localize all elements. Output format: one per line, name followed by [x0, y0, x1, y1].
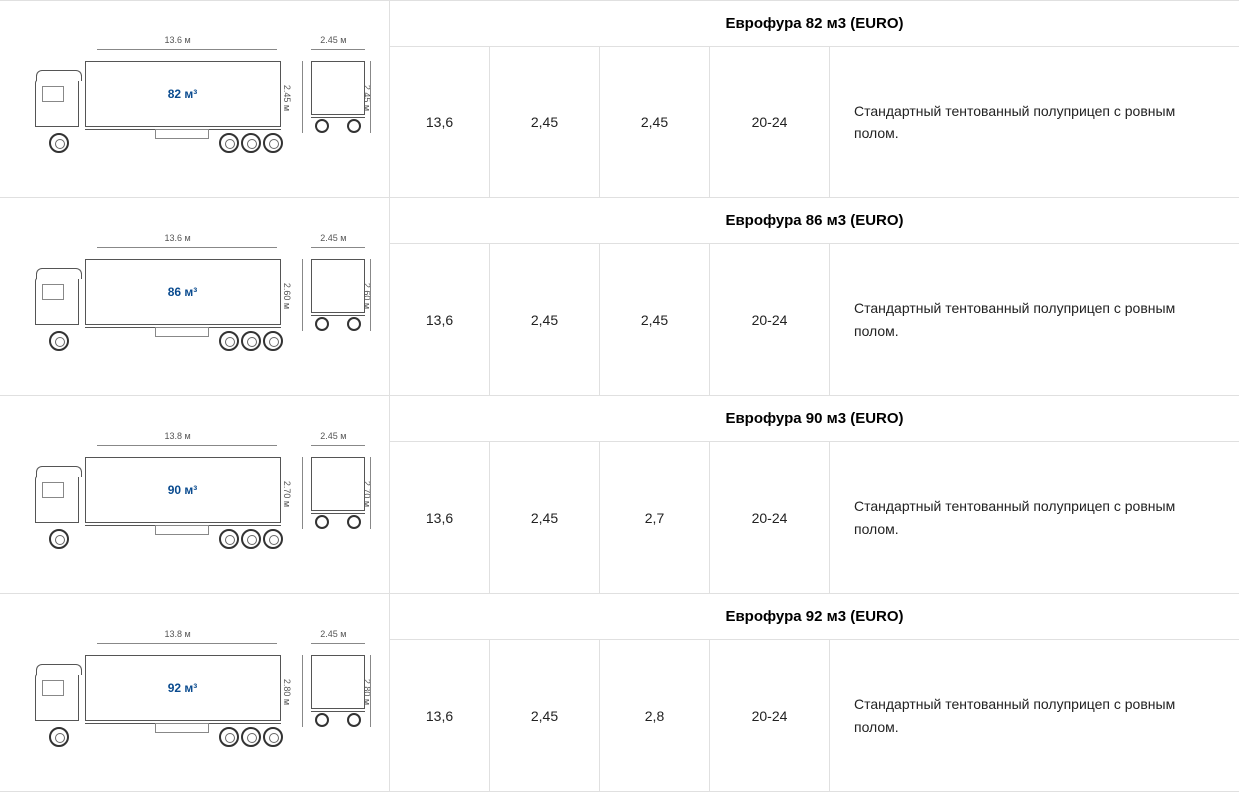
table-row: 13.6 м 2.45 м 2.45 м 2.45 м 82 м³ [0, 0, 1239, 198]
dim-trailer-length: 13.8 м [165, 431, 191, 441]
wheel-icon [263, 727, 283, 747]
description-cell: Стандартный тентованный полуприцеп с ров… [830, 693, 1239, 738]
description-cell: Стандартный тентованный полуприцеп с ров… [830, 297, 1239, 342]
content-cell: Еврофура 92 м3 (EURO) 13,6 2,45 2,8 20-2… [390, 594, 1239, 791]
volume-label: 86 м³ [168, 285, 198, 299]
diagram-cell: 13.6 м 2.45 м 2.45 м 2.45 м 82 м³ [0, 1, 390, 197]
dim-rear-width: 2.45 м [320, 629, 346, 639]
volume-label: 82 м³ [168, 87, 198, 101]
capacity-cell: 20-24 [710, 442, 830, 593]
dim-trailer-height: 2.70 м [282, 480, 292, 506]
dim-trailer-height: 2.45 м [282, 85, 292, 111]
content-cell: Еврофура 86 м3 (EURO) 13,6 2,45 2,45 20-… [390, 198, 1239, 395]
data-row: 13,6 2,45 2,8 20-24 Стандартный тентован… [390, 640, 1239, 791]
description-cell: Стандартный тентованный полуприцеп с ров… [830, 495, 1239, 540]
capacity-cell: 20-24 [710, 244, 830, 395]
wheel-icon [263, 529, 283, 549]
data-row: 13,6 2,45 2,45 20-24 Стандартный тентова… [390, 47, 1239, 197]
truck-cab-icon [35, 277, 79, 325]
rear-view-icon [311, 457, 365, 511]
wheel-icon [219, 331, 239, 351]
dim-trailer-height: 2.80 м [282, 678, 292, 704]
height-cell: 2,8 [600, 640, 710, 791]
wheel-icon [315, 713, 329, 727]
wheel-icon [315, 317, 329, 331]
diagram-cell: 13.8 м 2.45 м 2.80 м 2.80 м 92 м³ [0, 594, 390, 791]
capacity-cell: 20-24 [710, 47, 830, 197]
height-cell: 2,45 [600, 47, 710, 197]
dim-trailer-length: 13.6 м [165, 35, 191, 45]
wheel-icon [347, 119, 361, 133]
volume-label: 90 м³ [168, 483, 198, 497]
wheel-icon [49, 331, 69, 351]
wheel-icon [315, 515, 329, 529]
diagram-cell: 13.8 м 2.45 м 2.70 м 2.70 м 90 м³ [0, 396, 390, 593]
content-cell: Еврофура 90 м3 (EURO) 13,6 2,45 2,7 20-2… [390, 396, 1239, 593]
wheel-icon [49, 133, 69, 153]
row-title: Еврофура 92 м3 (EURO) [390, 594, 1239, 640]
rear-view-icon [311, 259, 365, 313]
row-title: Еврофура 82 м3 (EURO) [390, 1, 1239, 47]
description-cell: Стандартный тентованный полуприцеп с ров… [830, 100, 1239, 145]
width-cell: 2,45 [490, 244, 600, 395]
dim-trailer-length: 13.6 м [165, 233, 191, 243]
length-cell: 13,6 [390, 640, 490, 791]
truck-trailer-icon: 92 м³ [85, 655, 281, 721]
volume-label: 92 м³ [168, 681, 198, 695]
height-cell: 2,45 [600, 244, 710, 395]
truck-diagram: 13.6 м 2.45 м 2.45 м 2.45 м 82 м³ [15, 29, 375, 169]
length-cell: 13,6 [390, 244, 490, 395]
dim-rear-width: 2.45 м [320, 431, 346, 441]
table-row: 13.6 м 2.45 м 2.60 м 2.60 м 86 м³ [0, 198, 1239, 396]
length-cell: 13,6 [390, 442, 490, 593]
width-cell: 2,45 [490, 442, 600, 593]
dim-rear-width: 2.45 м [320, 233, 346, 243]
data-row: 13,6 2,45 2,45 20-24 Стандартный тентова… [390, 244, 1239, 395]
wheel-icon [219, 727, 239, 747]
truck-trailer-icon: 86 м³ [85, 259, 281, 325]
truck-trailer-icon: 90 м³ [85, 457, 281, 523]
length-cell: 13,6 [390, 47, 490, 197]
dim-rear-width: 2.45 м [320, 35, 346, 45]
rear-view-icon [311, 655, 365, 709]
wheel-icon [49, 529, 69, 549]
truck-diagram: 13.6 м 2.45 м 2.60 м 2.60 м 86 м³ [15, 227, 375, 367]
data-row: 13,6 2,45 2,7 20-24 Стандартный тентован… [390, 442, 1239, 593]
truck-cab-icon [35, 475, 79, 523]
dim-trailer-length: 13.8 м [165, 629, 191, 639]
width-cell: 2,45 [490, 47, 600, 197]
truck-cab-icon [35, 673, 79, 721]
truck-diagram: 13.8 м 2.45 м 2.70 м 2.70 м 90 м³ [15, 425, 375, 565]
wheel-icon [219, 529, 239, 549]
diagram-cell: 13.6 м 2.45 м 2.60 м 2.60 м 86 м³ [0, 198, 390, 395]
wheel-icon [241, 133, 261, 153]
wheel-icon [263, 331, 283, 351]
wheel-icon [347, 515, 361, 529]
wheel-icon [219, 133, 239, 153]
width-cell: 2,45 [490, 640, 600, 791]
wheel-icon [263, 133, 283, 153]
capacity-cell: 20-24 [710, 640, 830, 791]
row-title: Еврофура 90 м3 (EURO) [390, 396, 1239, 442]
truck-trailer-icon: 82 м³ [85, 61, 281, 127]
truck-spec-table: 13.6 м 2.45 м 2.45 м 2.45 м 82 м³ [0, 0, 1239, 792]
content-cell: Еврофура 82 м3 (EURO) 13,6 2,45 2,45 20-… [390, 1, 1239, 197]
row-title: Еврофура 86 м3 (EURO) [390, 198, 1239, 244]
wheel-icon [347, 713, 361, 727]
wheel-icon [49, 727, 69, 747]
rear-view-icon [311, 61, 365, 115]
table-row: 13.8 м 2.45 м 2.80 м 2.80 м 92 м³ [0, 594, 1239, 792]
truck-diagram: 13.8 м 2.45 м 2.80 м 2.80 м 92 м³ [15, 623, 375, 763]
wheel-icon [241, 331, 261, 351]
truck-cab-icon [35, 79, 79, 127]
wheel-icon [347, 317, 361, 331]
dim-trailer-height: 2.60 м [282, 282, 292, 308]
table-row: 13.8 м 2.45 м 2.70 м 2.70 м 90 м³ [0, 396, 1239, 594]
height-cell: 2,7 [600, 442, 710, 593]
wheel-icon [241, 727, 261, 747]
wheel-icon [241, 529, 261, 549]
wheel-icon [315, 119, 329, 133]
